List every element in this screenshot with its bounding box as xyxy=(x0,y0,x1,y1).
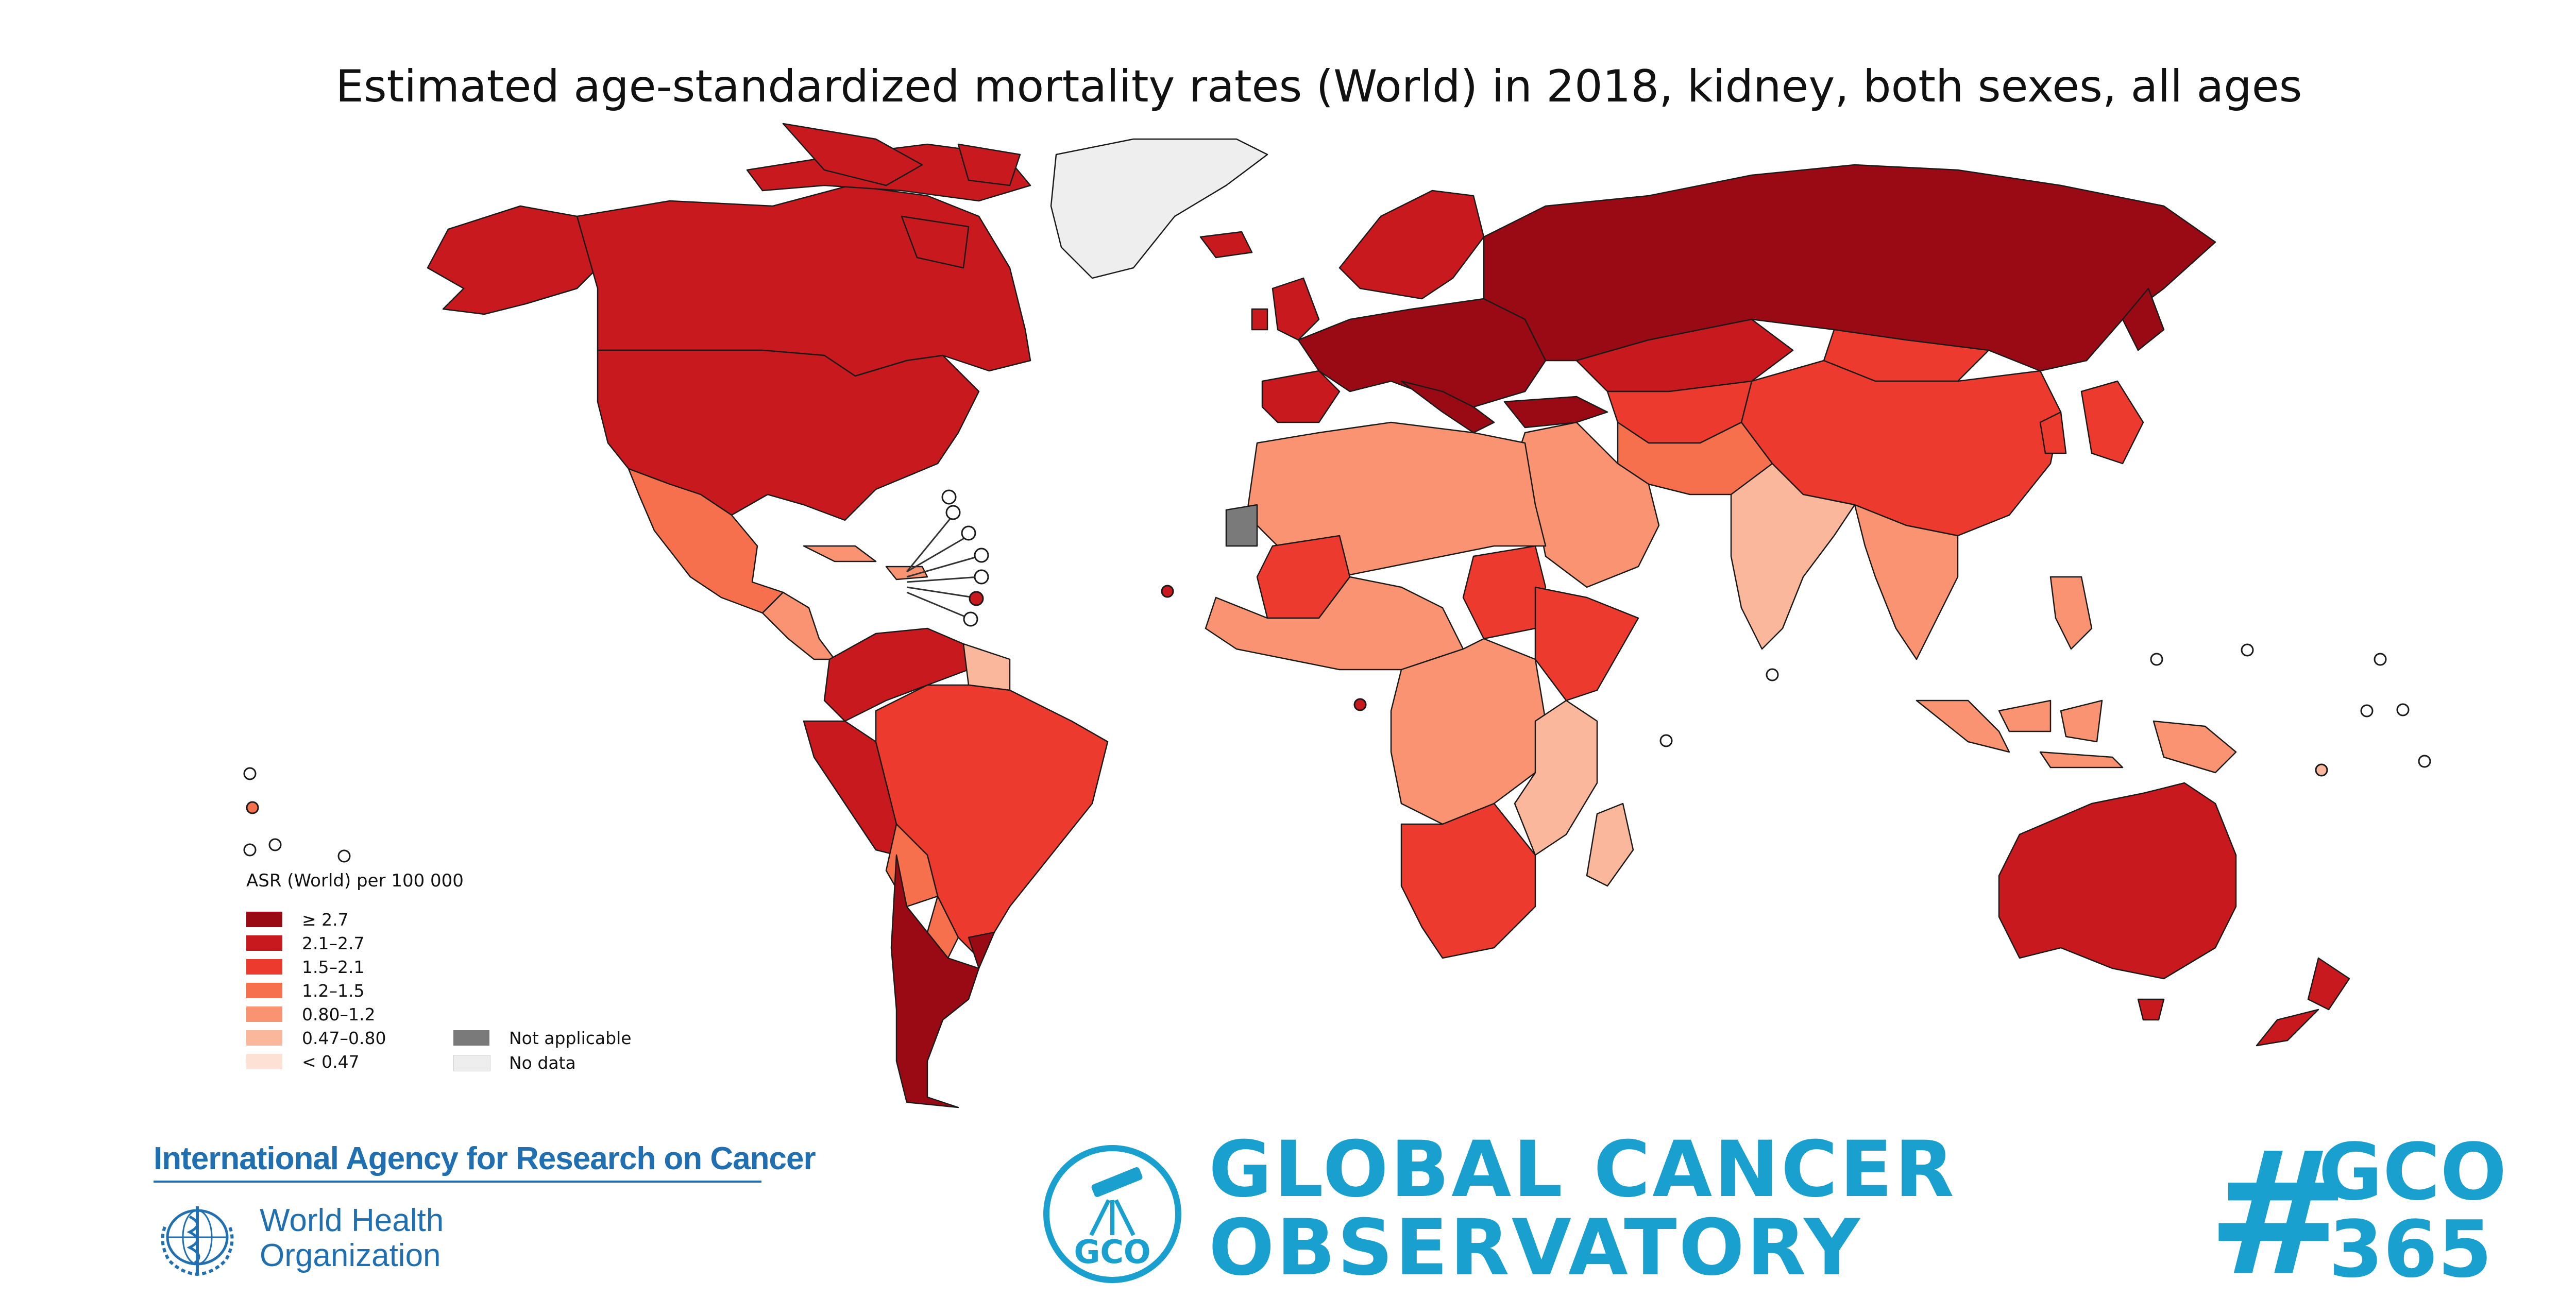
gco-telescope-logo-icon: GCO xyxy=(1043,1145,1181,1283)
legend-swatch xyxy=(453,1030,489,1046)
hashtag-symbol: # xyxy=(2207,1115,2350,1313)
region-turkey-caucasus xyxy=(1503,396,1608,429)
region-russia-far-east xyxy=(2122,287,2165,351)
region-uruguay xyxy=(968,931,995,969)
region-colombia-venezuela xyxy=(823,627,970,722)
region-alaska xyxy=(427,205,599,315)
who-emblem-icon xyxy=(161,1206,234,1276)
hashtag-line1: GCO xyxy=(2318,1126,2507,1218)
region-southeast-asia xyxy=(1854,504,1959,660)
region-italy-balkans xyxy=(1400,380,1495,434)
legend-label: 1.2–1.5 xyxy=(302,981,365,1001)
legend-swatch xyxy=(246,1006,282,1022)
region-tasmania xyxy=(2137,998,2165,1021)
legend-swatch xyxy=(246,912,282,927)
legend-title: ASR (World) per 100 000 xyxy=(246,870,464,891)
legend-label: 2.1–2.7 xyxy=(302,933,365,953)
legend-swatch xyxy=(246,935,282,951)
region-central-america xyxy=(761,591,836,660)
region-indonesia xyxy=(1916,699,2124,768)
region-australia xyxy=(1998,782,2237,980)
region-argentina-chile xyxy=(890,854,980,1108)
legend-label: No data xyxy=(509,1053,576,1073)
region-japan-korea xyxy=(2039,380,2144,465)
region-png xyxy=(2153,720,2237,774)
map-legend: ASR (World) per 100 000 ≥ 2.7 2.1–2.7 1.… xyxy=(246,870,710,1077)
legend-swatch xyxy=(246,983,282,998)
who-name-line1: World Health xyxy=(260,1203,444,1238)
region-madagascar xyxy=(1586,802,1634,887)
region-east-africa xyxy=(1514,699,1598,856)
region-uk-ireland xyxy=(1251,277,1320,341)
region-scandinavia xyxy=(1338,190,1485,300)
legend-swatch xyxy=(246,959,282,975)
region-canada-islands xyxy=(782,123,1021,269)
hashtag-line2: 365 xyxy=(2329,1204,2493,1295)
region-guianas xyxy=(962,643,1011,691)
gco-title-line2: OBSERVATORY xyxy=(1209,1203,1862,1293)
region-southern-africa xyxy=(1400,802,1536,959)
region-new-zealand xyxy=(2256,957,2350,1047)
legend-swatch xyxy=(453,1055,490,1071)
small-island-markers xyxy=(243,489,2431,863)
region-horn-of-africa xyxy=(1534,586,1639,702)
region-russia xyxy=(1483,164,2216,372)
region-brazil xyxy=(875,684,1109,959)
region-western-europe xyxy=(1297,298,1547,408)
legend-swatch xyxy=(246,1054,282,1069)
legend-label: 1.5–2.1 xyxy=(302,957,365,977)
region-greenland xyxy=(1050,138,1268,279)
legend-label: Not applicable xyxy=(509,1028,632,1048)
region-caribbean xyxy=(803,545,928,580)
legend-label: < 0.47 xyxy=(302,1052,360,1072)
iarc-logo-text: International Agency for Research on Can… xyxy=(154,1141,816,1176)
who-name-line2: Organization xyxy=(260,1238,441,1273)
region-iberia xyxy=(1261,370,1341,423)
region-western-sahara xyxy=(1225,504,1258,547)
legend-label: ≥ 2.7 xyxy=(302,910,349,930)
region-philippines xyxy=(2049,576,2093,650)
region-canada xyxy=(576,184,1031,377)
region-india xyxy=(1730,463,1856,650)
gco-title-line1: GLOBAL CANCER xyxy=(1209,1125,1956,1215)
legend-swatch xyxy=(246,1030,282,1046)
region-central-africa xyxy=(1390,638,1547,825)
legend-label: 0.47–0.80 xyxy=(302,1028,386,1048)
gco-emblem-text: GCO xyxy=(1074,1233,1150,1271)
map-title: Estimated age-standardized mortality rat… xyxy=(335,61,2302,112)
region-sudan xyxy=(1462,545,1547,640)
legend-label: 0.80–1.2 xyxy=(302,1004,376,1024)
region-iceland xyxy=(1199,231,1253,259)
iarc-divider xyxy=(154,1181,761,1183)
